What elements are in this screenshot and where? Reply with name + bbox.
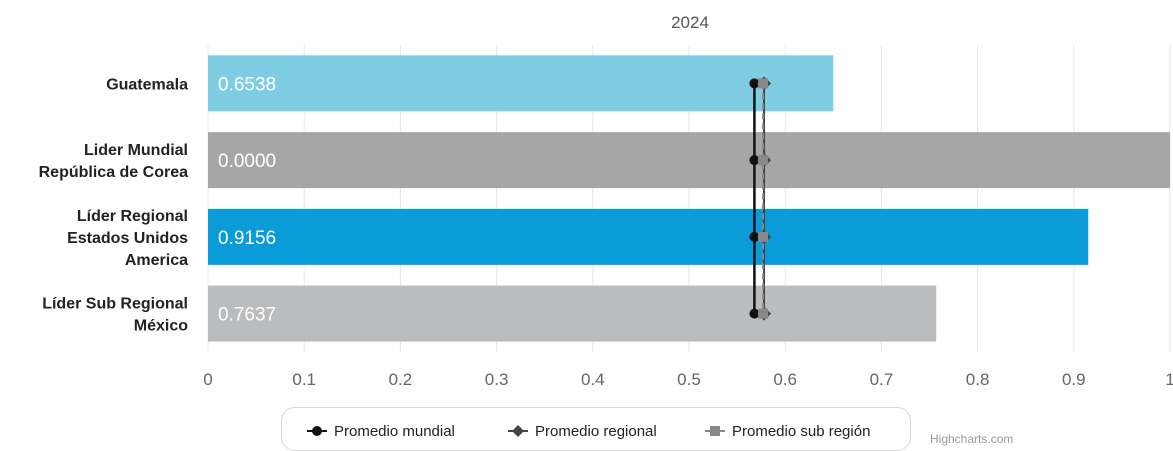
bars: 0.6538 0.0000 0.9156 0.7637 <box>208 55 1170 342</box>
series-marker[interactable] <box>758 78 769 89</box>
bar[interactable] <box>208 55 834 112</box>
category-label: Líder Sub Regional <box>42 296 188 313</box>
x-tick-label: 0.2 <box>389 370 413 389</box>
square-marker-icon <box>705 426 725 436</box>
x-tick-label: 0.9 <box>1062 370 1086 389</box>
series-marker[interactable] <box>758 231 769 242</box>
x-tick-label: 0.3 <box>485 370 509 389</box>
circle-marker-icon <box>307 426 327 436</box>
x-tick-label: 0.4 <box>581 370 605 389</box>
x-tick-label: 0.6 <box>773 370 797 389</box>
legend-item-promedio-sub-region[interactable]: Promedio sub región <box>704 421 870 441</box>
bar-data-label: 0.6538 <box>218 74 276 95</box>
average-series <box>749 76 772 321</box>
bar[interactable] <box>208 208 1089 265</box>
category-label: República de Corea <box>39 164 188 181</box>
bar-data-label: 0.7637 <box>218 305 276 326</box>
series-marker[interactable] <box>758 308 769 319</box>
series-marker[interactable] <box>749 308 760 319</box>
x-tick-label: 0.7 <box>870 370 894 389</box>
category-label: Guatemala <box>106 76 188 93</box>
series-marker[interactable] <box>749 155 760 166</box>
legend-item-promedio-mundial[interactable]: Promedio mundial <box>306 421 455 441</box>
category-label: México <box>134 318 188 335</box>
x-axis-ticks: 0 0.1 0.2 0.3 0.4 0.5 0.6 0.7 0.8 0.9 1 <box>203 370 1173 389</box>
category-labels: Guatemala Lider Mundial República de Corea… <box>39 76 189 334</box>
series-marker[interactable] <box>758 155 769 166</box>
bar[interactable] <box>208 285 937 342</box>
x-tick-label: 1 <box>1165 370 1173 389</box>
legend-label: Promedio regional <box>535 422 657 440</box>
series-marker[interactable] <box>749 231 760 242</box>
bar[interactable] <box>208 132 1170 189</box>
diamond-marker-icon <box>508 425 528 437</box>
x-tick-label: 0 <box>203 370 212 389</box>
bar-data-label: 0.0000 <box>218 151 276 172</box>
chart-title: 2024 <box>671 13 709 32</box>
x-tick-label: 0.1 <box>292 370 316 389</box>
legend-label: Promedio sub región <box>732 422 871 440</box>
x-tick-label: 0.5 <box>677 370 701 389</box>
series-marker[interactable] <box>749 78 760 89</box>
legend-item-promedio-regional[interactable]: Promedio regional <box>507 421 657 441</box>
bar-data-label: 0.9156 <box>218 228 276 249</box>
category-label: Estados Unidos <box>67 230 188 247</box>
credits-link[interactable]: Highcharts.com <box>930 432 1014 446</box>
legend-label: Promedio mundial <box>334 422 455 440</box>
x-tick-label: 0.8 <box>966 370 990 389</box>
category-label: Líder Regional <box>77 208 188 225</box>
category-label: Lider Mundial <box>84 142 188 159</box>
legend: Promedio mundial Promedio regional Prome… <box>281 407 911 451</box>
category-label: America <box>125 252 188 269</box>
